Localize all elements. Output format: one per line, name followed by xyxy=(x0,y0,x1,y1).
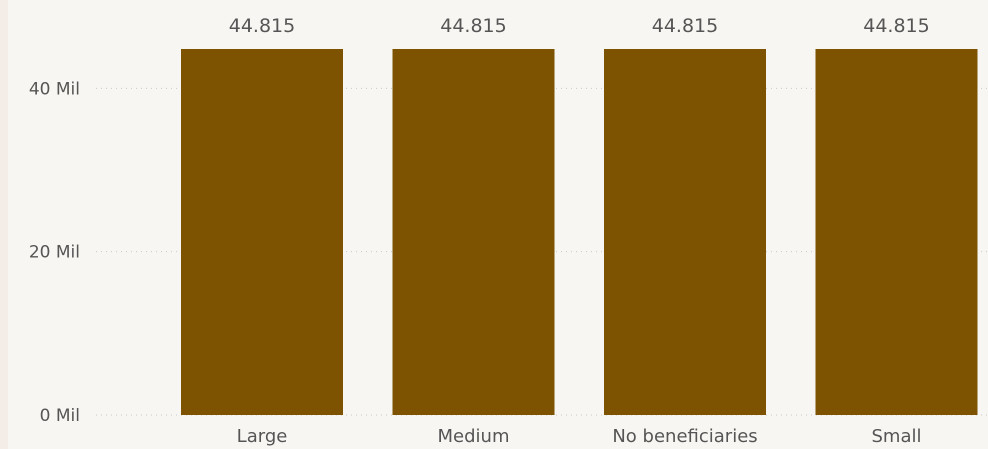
x-category-label: Medium xyxy=(438,426,510,447)
data-label: 44.815 xyxy=(229,15,295,37)
left-edge-strip xyxy=(0,0,8,449)
x-category-label: Large xyxy=(237,426,288,447)
bar[interactable] xyxy=(392,49,555,415)
y-tick-label: 0 Mil xyxy=(40,406,80,426)
bar[interactable] xyxy=(815,49,978,415)
y-axis-tick-labels: 0 Mil 20 Mil 40 Mil xyxy=(29,79,80,426)
data-label: 44.815 xyxy=(863,15,929,37)
data-label: 44.815 xyxy=(440,15,506,37)
data-labels: 44.815 44.815 44.815 44.815 xyxy=(229,15,930,37)
x-category-label: Small xyxy=(872,426,922,447)
bar[interactable] xyxy=(181,49,343,415)
x-category-label: No beneficiaries xyxy=(612,426,757,447)
bar[interactable] xyxy=(604,49,766,415)
y-tick-label: 20 Mil xyxy=(29,243,80,263)
y-tick-label: 40 Mil xyxy=(29,79,80,99)
data-label: 44.815 xyxy=(652,15,718,37)
bars xyxy=(181,49,978,415)
x-axis-category-labels: Large Medium No beneficiaries Small xyxy=(237,426,922,447)
